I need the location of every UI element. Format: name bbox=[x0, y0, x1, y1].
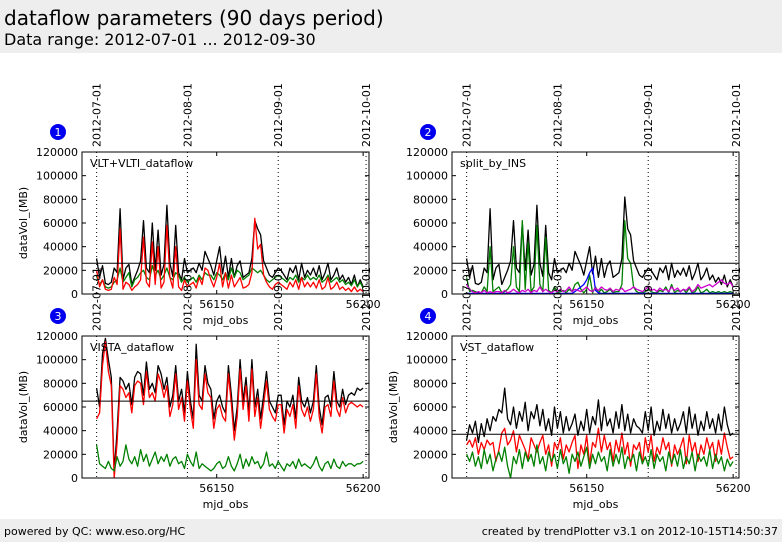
y-tick-label: 80000 bbox=[43, 193, 78, 206]
y-tick-label: 20000 bbox=[43, 448, 78, 461]
series-line-3 bbox=[466, 444, 734, 478]
x-tick-label: 56200 bbox=[716, 298, 751, 311]
date-marker-label: 2012-07-01 bbox=[91, 83, 104, 147]
y-tick-label: 120000 bbox=[36, 146, 78, 159]
series-line-3 bbox=[95, 217, 364, 293]
y-tick-label: 40000 bbox=[413, 241, 448, 254]
y-tick-label: 40000 bbox=[413, 425, 448, 438]
date-marker-label: 2012-10-01 bbox=[360, 83, 373, 147]
data-range-subtitle: Data range: 2012-07-01 ... 2012-09-30 bbox=[4, 30, 316, 49]
y-tick-label: 0 bbox=[71, 472, 78, 485]
y-tick-label: 80000 bbox=[43, 377, 78, 390]
y-tick-label: 0 bbox=[71, 288, 78, 301]
series-group bbox=[95, 204, 364, 293]
x-tick-label: 56150 bbox=[569, 298, 604, 311]
y-tick-label: 0 bbox=[441, 472, 448, 485]
series-line-2 bbox=[466, 427, 734, 470]
series-line-1 bbox=[95, 337, 364, 473]
plots-area: 2012-07-01 2012-08-01 2012-09-01 2012-10-01… bbox=[17, 83, 751, 511]
date-marker-label: 2012-08-01 bbox=[181, 267, 194, 331]
date-marker-label: 2012-10-01 bbox=[730, 83, 743, 147]
panel-number-badge bbox=[420, 124, 436, 140]
y-tick-label: 100000 bbox=[36, 354, 78, 367]
y-tick-label: 60000 bbox=[43, 401, 78, 414]
x-tick-label: 56150 bbox=[199, 482, 234, 495]
date-marker-label: 2012-07-01 bbox=[461, 267, 474, 331]
chart-panel-4: 2012-07-01 2012-08-01 2012-09-01 2012-10-01… bbox=[387, 267, 751, 511]
x-tick-label: 56200 bbox=[346, 482, 381, 495]
panel-number-badge bbox=[50, 308, 66, 324]
x-tick-label: 56200 bbox=[716, 482, 751, 495]
date-marker-label: 2012-09-01 bbox=[642, 83, 655, 147]
date-marker-label: 2012-07-01 bbox=[91, 267, 104, 331]
y-tick-label: 100000 bbox=[406, 354, 448, 367]
date-marker-label: 2012-10-01 bbox=[360, 267, 373, 331]
series-line-1 bbox=[465, 387, 734, 444]
y-tick-label: 20000 bbox=[413, 264, 448, 277]
x-axis-label: mjd_obs bbox=[203, 498, 249, 511]
series-line-4 bbox=[466, 279, 734, 294]
x-tick-label: 56200 bbox=[346, 298, 381, 311]
y-tick-label: 40000 bbox=[43, 241, 78, 254]
date-marker-label: 2012-07-01 bbox=[461, 83, 474, 147]
page-title: dataflow parameters (90 days period) bbox=[4, 6, 384, 30]
x-tick-label: 56150 bbox=[199, 298, 234, 311]
y-tick-label: 80000 bbox=[413, 377, 448, 390]
date-marker-label: 2012-09-01 bbox=[272, 267, 285, 331]
series-line-1 bbox=[465, 196, 734, 288]
series-group bbox=[95, 337, 364, 478]
series-group bbox=[465, 196, 734, 294]
series-group bbox=[465, 387, 734, 478]
date-marker-label: 2012-09-01 bbox=[272, 83, 285, 147]
panel-number: 4 bbox=[425, 310, 432, 323]
y-tick-label: 100000 bbox=[36, 170, 78, 183]
series-line-3 bbox=[466, 267, 734, 294]
page-footer: powered by QC: www.eso.org/HC created by… bbox=[0, 519, 782, 542]
panel-title: VST_dataflow bbox=[460, 341, 534, 354]
panel-number: 1 bbox=[55, 126, 62, 139]
y-tick-label: 0 bbox=[441, 288, 448, 301]
series-line-1 bbox=[95, 204, 364, 288]
y-tick-label: 20000 bbox=[43, 264, 78, 277]
chart-panel-2: 2012-07-01 2012-08-01 2012-09-01 2012-10-01… bbox=[406, 83, 751, 327]
date-marker-label: 2012-08-01 bbox=[551, 83, 564, 147]
chart-panel-3: 2012-07-01 2012-08-01 2012-09-01 2012-10-01… bbox=[17, 267, 381, 511]
date-marker-label: 2012-08-01 bbox=[181, 83, 194, 147]
y-tick-label: 60000 bbox=[43, 217, 78, 230]
footer-created-by: created by trendPlotter v3.1 on 2012-10-… bbox=[481, 525, 778, 538]
x-axis-label: mjd_obs bbox=[573, 314, 619, 327]
panel-number-badge bbox=[420, 308, 436, 324]
page-header: dataflow parameters (90 days period) Dat… bbox=[0, 0, 782, 53]
y-axis-label: dataVol_(MB) bbox=[387, 371, 400, 443]
y-tick-label: 80000 bbox=[413, 193, 448, 206]
date-marker-label: 2012-09-01 bbox=[642, 267, 655, 331]
y-axis-label: dataVol_(MB) bbox=[17, 187, 30, 259]
chart-panel-1: 2012-07-01 2012-08-01 2012-09-01 2012-10-01… bbox=[17, 83, 381, 327]
x-tick-label: 56150 bbox=[569, 482, 604, 495]
panel-number-badge bbox=[50, 124, 66, 140]
panel-title: split_by_INS bbox=[460, 157, 526, 170]
series-line-2 bbox=[465, 219, 734, 294]
y-axis-label: dataVol_(MB) bbox=[17, 371, 30, 443]
panel-title: VLT+VLTI_dataflow bbox=[90, 157, 193, 170]
series-line-3 bbox=[95, 444, 364, 472]
y-tick-label: 120000 bbox=[36, 330, 78, 343]
panel-title: VISTA_dataflow bbox=[90, 341, 174, 354]
y-tick-label: 60000 bbox=[413, 401, 448, 414]
y-tick-label: 120000 bbox=[406, 146, 448, 159]
y-tick-label: 40000 bbox=[43, 425, 78, 438]
y-tick-label: 100000 bbox=[406, 170, 448, 183]
y-tick-label: 120000 bbox=[406, 330, 448, 343]
x-axis-label: mjd_obs bbox=[203, 314, 249, 327]
x-axis-label: mjd_obs bbox=[573, 498, 619, 511]
date-marker-label: 2012-08-01 bbox=[551, 267, 564, 331]
y-tick-label: 60000 bbox=[413, 217, 448, 230]
series-line-2 bbox=[96, 341, 364, 478]
footer-powered-by: powered by QC: www.eso.org/HC bbox=[4, 525, 186, 538]
y-tick-label: 20000 bbox=[413, 448, 448, 461]
panel-number: 2 bbox=[425, 126, 432, 139]
panel-number: 3 bbox=[55, 310, 62, 323]
date-marker-label: 2012-10-01 bbox=[730, 267, 743, 331]
